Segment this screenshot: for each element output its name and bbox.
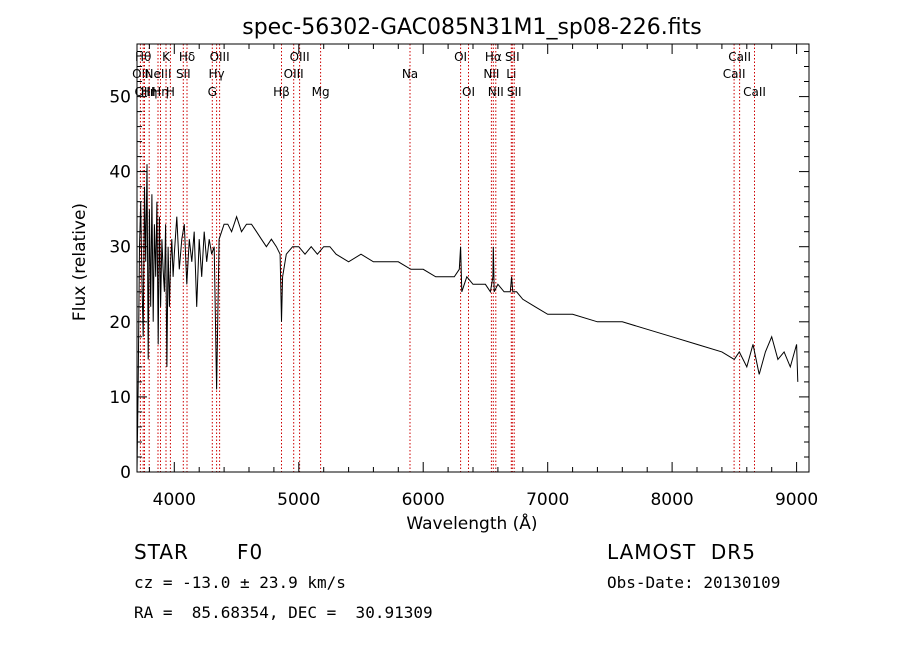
- spectral-line-markers: OIIHθOIIIHηNeIIIHηKHSIIHδGHγOIIIHβOIIIOI…: [132, 44, 766, 472]
- x-tick-label: 6000: [402, 490, 445, 510]
- line-marker-label: NII: [483, 67, 499, 81]
- redshift-cz: cz = -13.0 ± 23.9 km/s: [134, 573, 346, 592]
- line-marker-label: Hθ: [135, 50, 151, 64]
- y-tick-label: 40: [109, 163, 131, 183]
- line-marker-label: CaII: [728, 50, 751, 64]
- line-marker-label: OIII: [210, 50, 230, 64]
- line-marker-label: SII: [507, 85, 522, 99]
- y-tick-label: 10: [109, 388, 131, 408]
- line-marker-label: Hγ: [209, 67, 225, 81]
- line-marker-label: H: [166, 85, 175, 99]
- line-marker-label: Li: [506, 67, 516, 81]
- object-subclass: F0: [237, 540, 264, 564]
- plot-frame: [136, 43, 810, 473]
- line-marker-label: CaII: [723, 67, 746, 81]
- x-tick-label: 4000: [153, 490, 196, 510]
- y-tick-label: 30: [109, 238, 131, 258]
- line-marker-label: OIII: [290, 50, 310, 64]
- survey-name: LAMOST DR5: [607, 540, 756, 564]
- line-marker-label: OIII: [284, 67, 304, 81]
- spectrum-line: [136, 164, 799, 473]
- axes: 4000 5000 6000 7000 8000 9000 0 10 20 30 40 50: [109, 44, 818, 510]
- x-tick-label: 5000: [277, 490, 320, 510]
- line-marker-label: SII: [505, 50, 520, 64]
- line-marker-label: Na: [402, 67, 418, 81]
- line-marker-label: K: [162, 50, 171, 64]
- coordinates: RA = 85.68354, DEC = 30.91309: [134, 603, 433, 622]
- line-marker-label: Hβ: [273, 85, 290, 99]
- y-tick-label: 50: [109, 88, 131, 108]
- line-marker-label: OIII: [134, 85, 154, 99]
- x-tick-label: 9000: [775, 490, 818, 510]
- x-tick-label: 8000: [650, 490, 693, 510]
- obs-date: Obs-Date: 20130109: [607, 573, 781, 592]
- line-marker-label: Hα: [485, 50, 502, 64]
- object-class: STAR: [134, 540, 189, 564]
- line-marker-label: G: [208, 85, 217, 99]
- y-tick-label: 20: [109, 313, 131, 333]
- line-marker-label: Hη: [141, 85, 158, 99]
- line-marker-label: Hδ: [179, 50, 195, 64]
- y-axis-label: Flux (relative): [70, 203, 90, 321]
- line-marker-label: Mg: [312, 85, 330, 99]
- line-marker-label: Hη: [152, 85, 169, 99]
- line-marker-label: NeIII: [145, 67, 172, 81]
- y-tick-label: 0: [120, 463, 131, 483]
- line-marker-label: OI: [462, 85, 475, 99]
- line-marker-label: OI: [454, 50, 467, 64]
- line-marker-label: NII: [488, 85, 504, 99]
- x-axis-label: Wavelength (Å): [406, 512, 537, 534]
- chart-title: spec-56302-GAC085N31M1_sp08-226.fits: [242, 15, 702, 40]
- line-marker-label: CaII: [743, 85, 766, 99]
- line-marker-label: OII: [132, 67, 149, 81]
- line-marker-label: SII: [176, 67, 191, 81]
- x-tick-label: 7000: [526, 490, 569, 510]
